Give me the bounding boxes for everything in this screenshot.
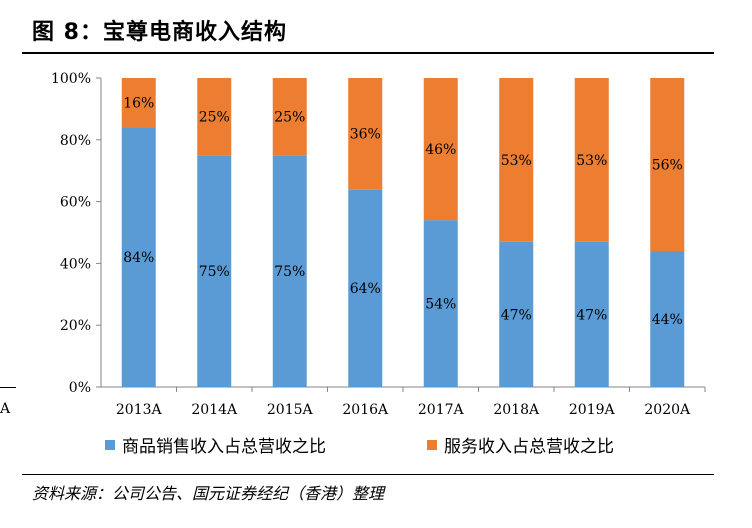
- data-label-goods-2019A: 47%: [576, 307, 607, 323]
- data-label-services-2014A: 25%: [199, 110, 230, 126]
- legend-swatch-services: [427, 439, 437, 450]
- bar-services-2015A: [272, 78, 307, 156]
- data-label-goods-2016A: 64%: [350, 281, 381, 297]
- y-tick-label: 20%: [60, 318, 91, 334]
- bar-goods-2019A: [574, 241, 609, 387]
- data-label-goods-2015A: 75%: [274, 264, 305, 280]
- bar-goods-2013A: [121, 127, 156, 387]
- data-label-goods-2013A: 84%: [123, 250, 154, 266]
- bar-goods-2017A: [423, 220, 458, 387]
- y-tick-label: 100%: [51, 71, 91, 87]
- bar-services-2018A: [499, 78, 534, 242]
- data-label-services-2016A: 36%: [350, 127, 381, 143]
- bar-goods-2016A: [348, 189, 383, 387]
- legend-swatch-goods: [105, 439, 115, 450]
- source-note: 资料来源：公司公告、国元证券经纪（香港）整理: [32, 484, 385, 503]
- stacked-bar-chart: 0% 20% 40% 60% 80% 100% 84% 16% 2013A 75% 25% 2014A…: [51, 71, 706, 418]
- y-tick-label: 40%: [60, 256, 91, 272]
- bar-goods-2018A: [499, 241, 534, 387]
- data-label-services-2015A: 25%: [274, 110, 305, 126]
- legend-label-services: 服务收入占总营收之比: [444, 437, 614, 457]
- legend-item-goods: 商品销售收入占总营收之比: [105, 432, 326, 457]
- data-label-services-2017A: 46%: [425, 142, 456, 158]
- bar-goods-2014A: [197, 155, 232, 387]
- title-rule: [22, 52, 714, 54]
- x-tick-label: 2020A: [644, 402, 691, 418]
- bar-services-2017A: [423, 78, 458, 221]
- bar-services-2020A: [650, 78, 685, 252]
- data-label-goods-2017A: 54%: [425, 297, 456, 313]
- source-rule: [22, 474, 714, 475]
- figure-title: 图 8：宝尊电商收入结构: [32, 20, 287, 45]
- data-label-services-2019A: 53%: [576, 153, 607, 169]
- x-tick-label: 2019A: [569, 402, 616, 418]
- data-label-services-2013A: 16%: [123, 96, 154, 112]
- x-tick-label: 2014A: [191, 402, 238, 418]
- cropped-line: [0, 387, 16, 388]
- y-tick-label: 0%: [69, 380, 91, 396]
- data-label-services-2018A: 53%: [501, 153, 532, 169]
- x-tick-label: 2015A: [267, 402, 314, 418]
- x-tick-label: 2013A: [116, 402, 163, 418]
- legend-item-services: 服务收入占总营收之比: [427, 432, 614, 457]
- data-label-goods-2018A: 47%: [501, 307, 532, 323]
- cropped-label: A: [0, 401, 11, 417]
- bar-services-2016A: [348, 78, 383, 190]
- data-label-services-2020A: 56%: [652, 158, 683, 174]
- data-label-goods-2020A: 44%: [652, 312, 683, 328]
- chart-legend: 商品销售收入占总营收之比 服务收入占总营收之比: [0, 432, 752, 457]
- bar-services-2013A: [121, 78, 156, 128]
- bar-services-2019A: [574, 78, 609, 242]
- legend-label-goods: 商品销售收入占总营收之比: [122, 437, 326, 457]
- x-tick-label: 2016A: [342, 402, 389, 418]
- bar-goods-2015A: [272, 155, 307, 387]
- y-tick-label: 60%: [60, 195, 91, 211]
- bar-services-2014A: [197, 78, 232, 156]
- bar-goods-2020A: [650, 251, 685, 387]
- x-tick-label: 2017A: [418, 402, 465, 418]
- data-label-goods-2014A: 75%: [199, 264, 230, 280]
- x-tick-label: 2018A: [493, 402, 540, 418]
- y-tick-label: 80%: [60, 133, 91, 149]
